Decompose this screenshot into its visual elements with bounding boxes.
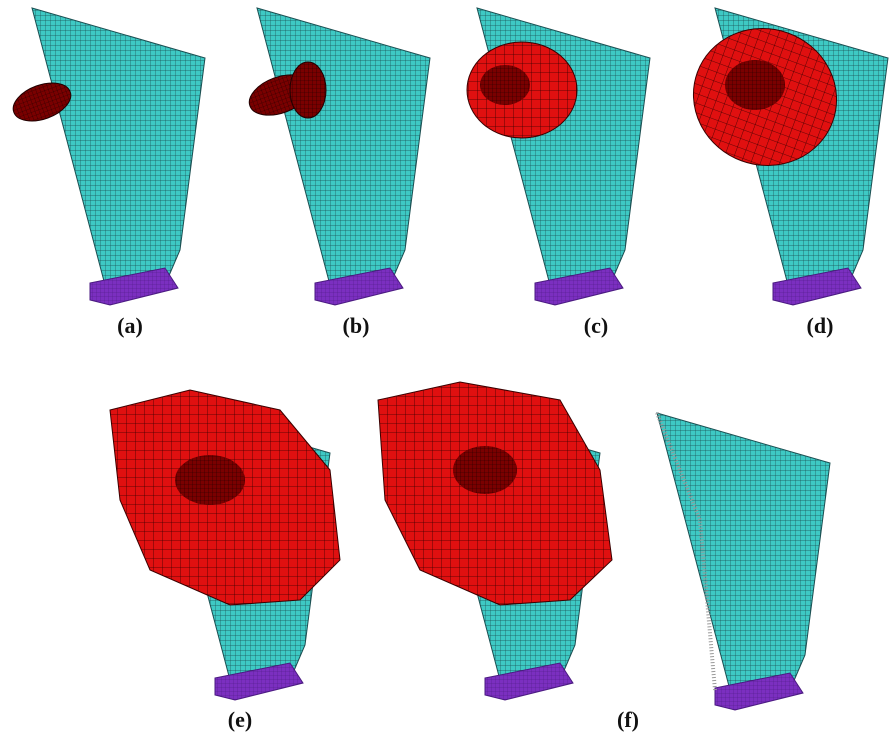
projectile [453,446,517,494]
projectile [175,455,245,505]
panel-final [657,413,830,710]
panel-label: (f) [617,707,639,732]
projectile [725,60,785,110]
blade [257,8,430,305]
figure: (a) (b) (c) (d) (e) (f) [0,0,890,742]
projectile [378,382,612,605]
blade [32,8,205,305]
projectile [290,62,326,118]
panel-label: (d) [807,313,834,338]
panel-label: (c) [584,313,608,338]
panel-e [110,390,340,700]
panel-c [467,8,650,305]
panel-a [8,8,205,305]
panel-d [674,8,888,305]
panel-f [378,382,612,700]
panel-label: (a) [117,313,143,338]
panel-b [244,8,430,305]
panel-label: (b) [343,313,370,338]
panel-label: (e) [228,707,252,732]
projectile [480,65,530,105]
blade [657,413,830,710]
